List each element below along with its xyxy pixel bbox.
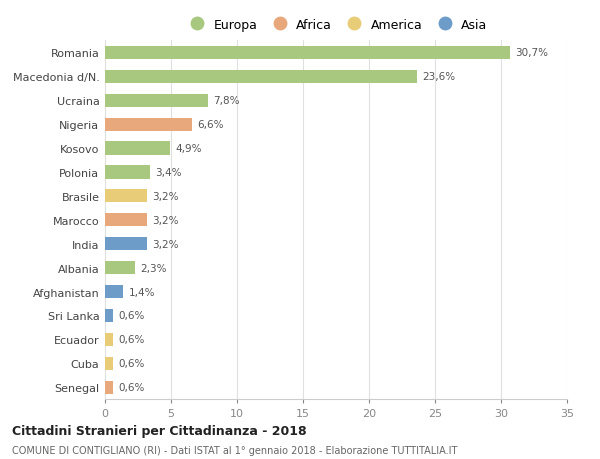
Text: 3,2%: 3,2%	[152, 239, 179, 249]
Text: 0,6%: 0,6%	[118, 311, 145, 321]
Text: Cittadini Stranieri per Cittadinanza - 2018: Cittadini Stranieri per Cittadinanza - 2…	[12, 425, 307, 437]
Text: 23,6%: 23,6%	[422, 72, 455, 82]
Text: 30,7%: 30,7%	[515, 48, 548, 58]
Text: 2,3%: 2,3%	[140, 263, 167, 273]
Text: 6,6%: 6,6%	[197, 120, 224, 130]
Bar	[105, 333, 113, 346]
Bar	[105, 118, 192, 131]
Bar	[105, 142, 170, 155]
Bar	[105, 190, 147, 203]
Bar	[105, 47, 510, 60]
Bar	[105, 262, 136, 274]
Text: 7,8%: 7,8%	[213, 96, 240, 106]
Legend: Europa, Africa, America, Asia: Europa, Africa, America, Asia	[185, 18, 487, 32]
Bar	[105, 238, 147, 251]
Text: 0,6%: 0,6%	[118, 382, 145, 392]
Text: 3,2%: 3,2%	[152, 215, 179, 225]
Bar	[105, 214, 147, 227]
Text: 3,4%: 3,4%	[155, 168, 182, 178]
Text: 1,4%: 1,4%	[129, 287, 155, 297]
Text: 0,6%: 0,6%	[118, 358, 145, 369]
Bar	[105, 285, 124, 298]
Bar	[105, 166, 150, 179]
Text: 3,2%: 3,2%	[152, 191, 179, 202]
Bar	[105, 357, 113, 370]
Text: 4,9%: 4,9%	[175, 144, 202, 154]
Text: COMUNE DI CONTIGLIANO (RI) - Dati ISTAT al 1° gennaio 2018 - Elaborazione TUTTIT: COMUNE DI CONTIGLIANO (RI) - Dati ISTAT …	[12, 445, 457, 455]
Text: 0,6%: 0,6%	[118, 335, 145, 345]
Bar	[105, 71, 416, 84]
Bar	[105, 309, 113, 322]
Bar	[105, 95, 208, 107]
Bar	[105, 381, 113, 394]
